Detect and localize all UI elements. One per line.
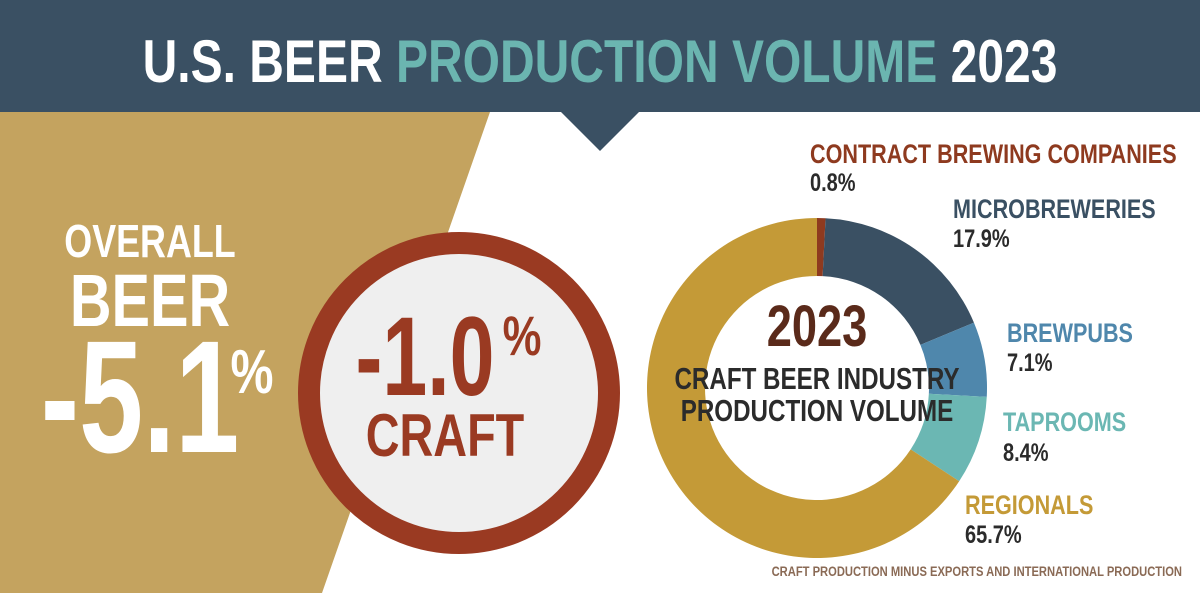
gold-panel	[0, 112, 490, 593]
header-pointer	[560, 111, 640, 151]
donut-segment	[910, 393, 987, 482]
segment-label: CONTRACT BREWING COMPANIES	[810, 140, 1177, 170]
segment-label: REGIONALS	[965, 491, 1093, 521]
overall-unit: %	[231, 337, 274, 406]
segment-label: MICROBREWERIES	[953, 195, 1156, 225]
craft-ring	[298, 232, 620, 554]
donut-segment	[822, 218, 974, 345]
donut-center-subtitle: CRAFT BEER INDUSTRY	[674, 361, 959, 396]
craft-label: CRAFT	[366, 402, 525, 469]
donut-segment	[817, 218, 826, 277]
donut-segment	[920, 322, 987, 397]
segment-value: 0.8%	[810, 169, 856, 197]
footnote: CRAFT PRODUCTION MINUS EXPORTS AND INTER…	[772, 564, 1182, 579]
overall-value: -5.1	[41, 307, 240, 486]
segment-label: BREWPUBS	[1007, 319, 1133, 349]
craft-unit: %	[503, 305, 542, 367]
segment-label: TAPROOMS	[1003, 408, 1126, 438]
donut-segment	[647, 218, 960, 558]
donut-chart	[647, 218, 987, 558]
segment-value: 8.4%	[1003, 439, 1049, 467]
title-start: U.S. BEER	[143, 28, 383, 95]
craft-value: -1.0	[356, 294, 495, 419]
donut-center-subtitle: PRODUCTION VOLUME	[681, 393, 954, 428]
title-highlight: PRODUCTION VOLUME	[396, 28, 937, 95]
title-end: 2023	[951, 28, 1058, 95]
segment-value: 65.7%	[965, 521, 1022, 549]
overall-line2: BEER	[70, 260, 230, 343]
overall-line1: OVERALL	[64, 216, 235, 267]
title: U.S. BEER PRODUCTION VOLUME 2023	[143, 28, 1058, 95]
header-band	[0, 0, 1200, 112]
segment-value: 7.1%	[1007, 349, 1053, 377]
donut-center-title: 2023	[767, 295, 868, 360]
segment-value: 17.9%	[953, 225, 1010, 253]
